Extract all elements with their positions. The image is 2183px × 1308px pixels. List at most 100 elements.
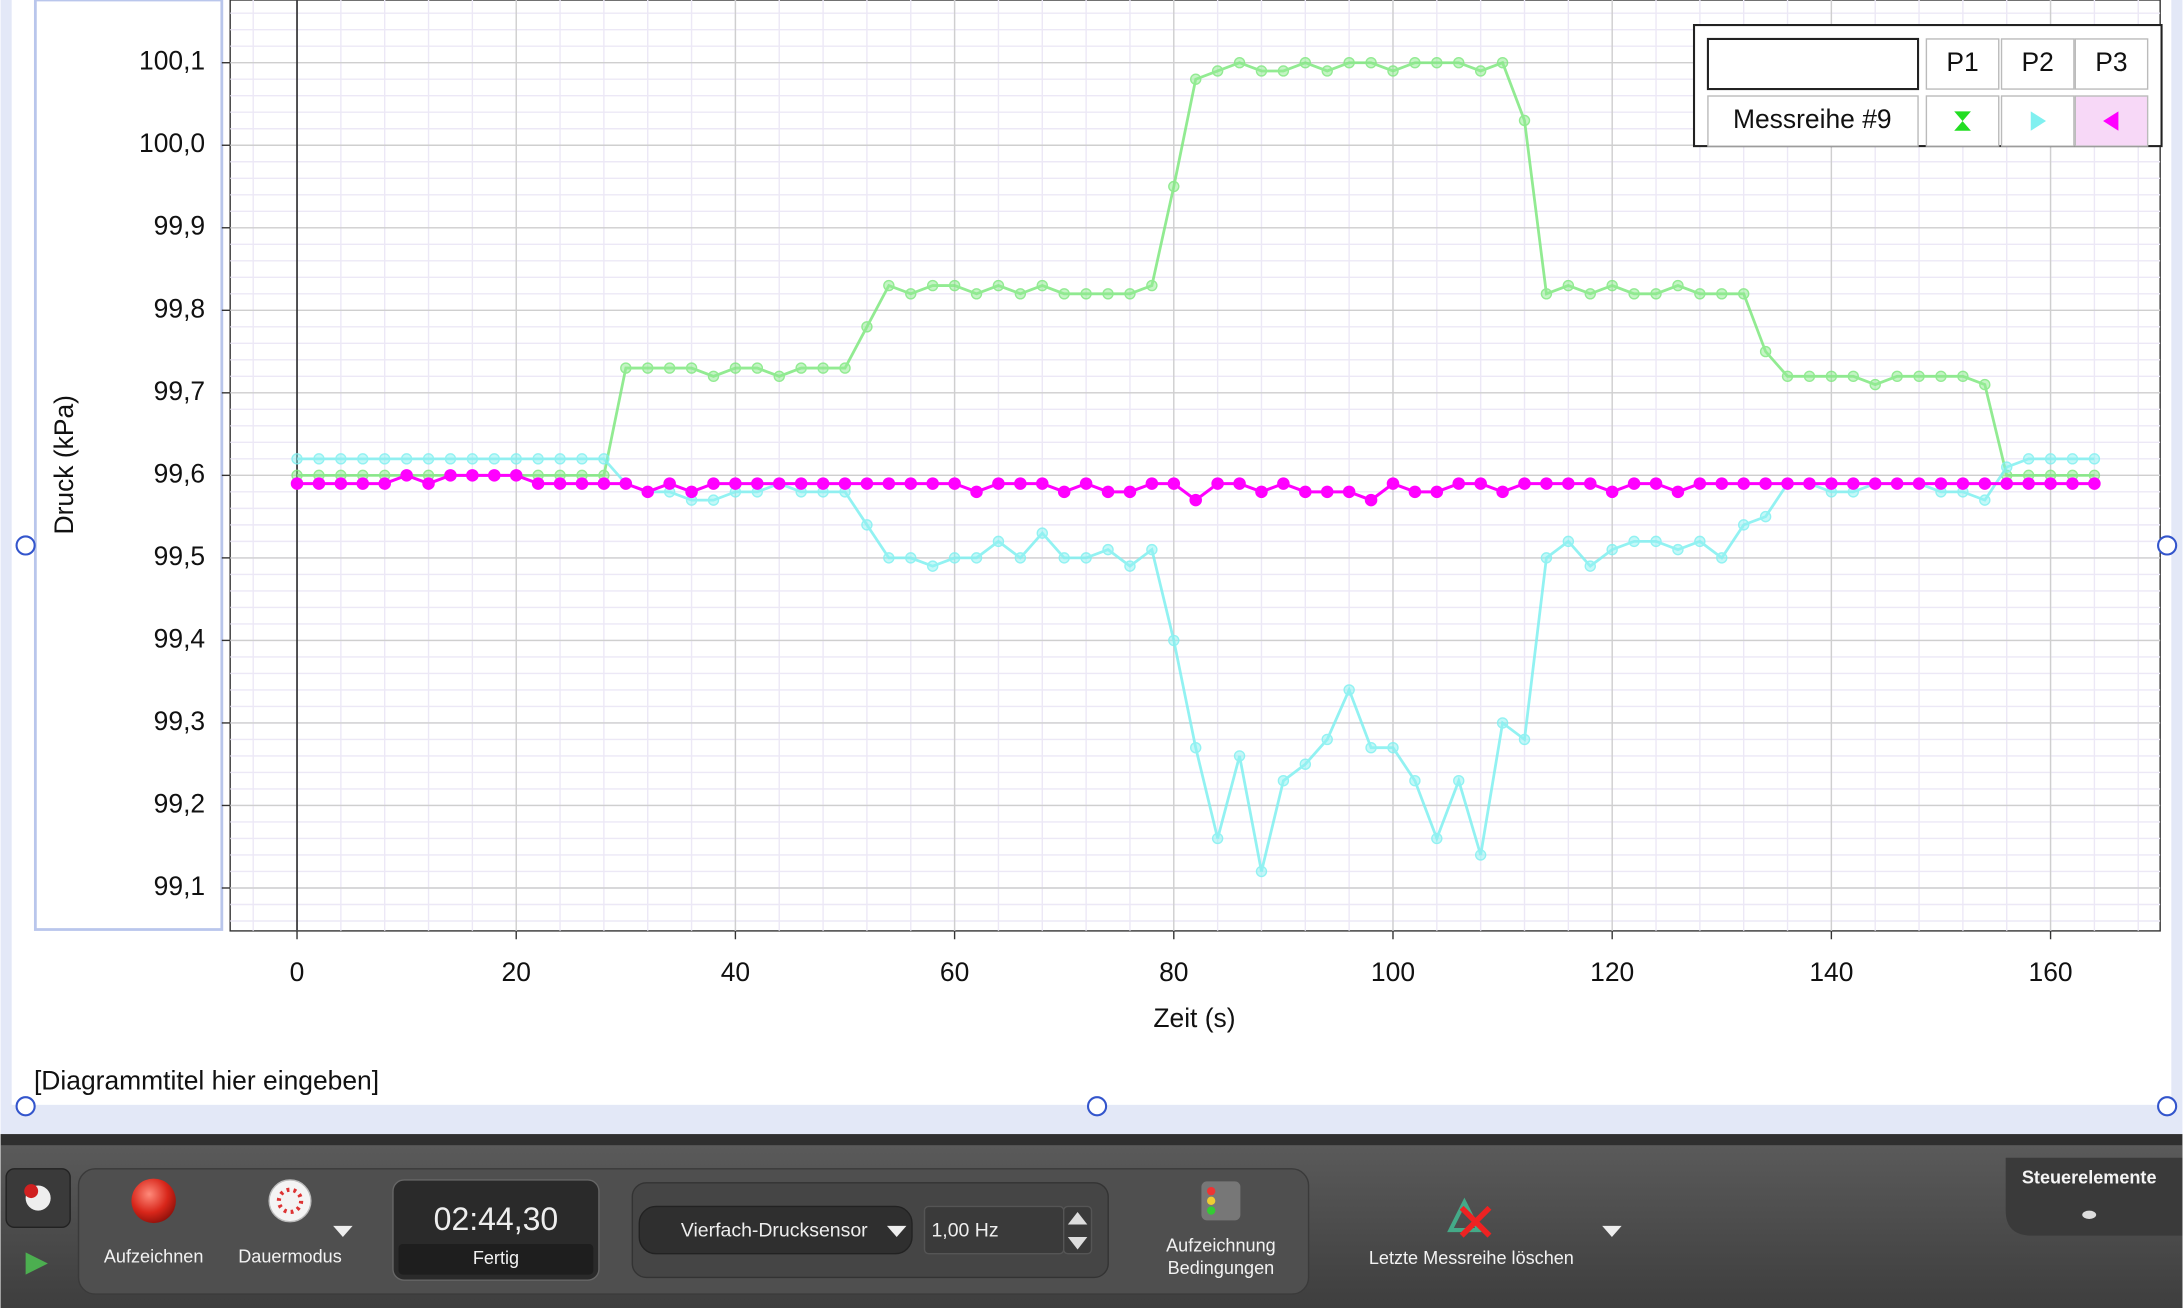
x-tick-label: 120 xyxy=(1590,957,1634,987)
data-point xyxy=(1672,543,1684,556)
handle[interactable] xyxy=(2157,535,2178,556)
data-point xyxy=(772,477,786,490)
data-point xyxy=(1233,57,1246,69)
legend-header-cell xyxy=(2074,38,2149,90)
y-tick-label: 99,2 xyxy=(154,788,205,818)
sensor-select[interactable] xyxy=(638,1205,913,1255)
y-tick-label: 100,1 xyxy=(139,46,205,76)
delete-dropdown[interactable] xyxy=(1602,1225,1622,1238)
handle[interactable] xyxy=(1086,1096,1108,1117)
mode-dropdown[interactable] xyxy=(333,1225,353,1238)
data-point xyxy=(312,477,326,490)
data-point xyxy=(795,362,807,374)
y-axis-label: Druck (kPa) xyxy=(49,395,79,534)
data-point xyxy=(1759,510,1772,523)
x-tick-label: 20 xyxy=(502,957,531,987)
data-point xyxy=(685,362,698,374)
legend-symbol xyxy=(1954,111,1971,131)
data-point xyxy=(1737,288,1750,300)
x-tick-label: 60 xyxy=(940,957,969,987)
delete-cross[interactable] xyxy=(1459,1205,1492,1238)
side-icon-2[interactable] xyxy=(25,1252,48,1275)
data-point xyxy=(1562,279,1575,292)
sensor-dropdown[interactable] xyxy=(886,1225,907,1238)
data-point xyxy=(1387,741,1399,754)
data-point xyxy=(1343,57,1355,69)
data-point xyxy=(1058,552,1070,564)
data-point xyxy=(466,453,479,465)
data-point xyxy=(1759,345,1772,358)
chart-title[interactable]: [Diagrammtitel hier eingeben] xyxy=(34,1066,379,1096)
controls-eye[interactable] xyxy=(2082,1210,2097,1219)
light-green xyxy=(1206,1206,1216,1215)
delete-label[interactable]: Letzte Messreihe löschen xyxy=(1369,1248,1574,1268)
data-point xyxy=(1452,477,1466,490)
mode-icon[interactable] xyxy=(268,1179,312,1223)
plot-area[interactable] xyxy=(229,0,2161,932)
data-point xyxy=(1080,552,1092,564)
data-point xyxy=(883,552,895,564)
data-point xyxy=(729,477,742,490)
data-point xyxy=(1036,279,1048,292)
data-point xyxy=(1781,370,1794,383)
data-point xyxy=(1277,775,1290,787)
rate-stepper[interactable] xyxy=(1062,1205,1093,1255)
controls-tab[interactable] xyxy=(2005,1157,2183,1236)
data-point xyxy=(2088,477,2101,490)
conditions-label-1[interactable]: Aufzeichnung xyxy=(1166,1236,1276,1256)
data-point xyxy=(773,370,785,383)
data-point xyxy=(1277,65,1290,77)
data-point xyxy=(553,477,567,490)
data-point xyxy=(1321,733,1333,746)
data-point xyxy=(729,362,742,374)
data-point xyxy=(794,477,808,490)
data-point xyxy=(1124,288,1136,300)
data-point xyxy=(642,362,654,374)
data-point xyxy=(509,469,523,482)
mode-label[interactable]: Dauermodus xyxy=(238,1247,341,1267)
data-point xyxy=(1364,493,1378,507)
rate-arrows[interactable] xyxy=(1067,1211,1088,1250)
data-point xyxy=(1014,288,1027,300)
conditions-label-2[interactable]: Bedingungen xyxy=(1168,1258,1275,1278)
data-point xyxy=(1956,477,1970,490)
data-point xyxy=(1320,485,1334,499)
data-point xyxy=(1036,477,1049,490)
x-tick-label: 80 xyxy=(1159,957,1188,987)
data-point xyxy=(1102,543,1114,556)
data-point xyxy=(992,477,1005,490)
handle[interactable] xyxy=(15,535,36,556)
data-point xyxy=(1912,477,1926,490)
data-point xyxy=(1386,477,1400,490)
legend-corner-cell xyxy=(1706,37,1920,91)
y-axis-box[interactable] xyxy=(33,0,224,931)
handle[interactable] xyxy=(2157,1096,2178,1117)
data-point xyxy=(1737,477,1750,490)
data-point xyxy=(1124,560,1136,572)
handle[interactable] xyxy=(15,1096,36,1117)
record-label[interactable]: Aufzeichnen xyxy=(104,1247,204,1267)
data-point xyxy=(1979,378,1991,391)
data-point xyxy=(1430,485,1444,499)
sensor-name[interactable]: Vierfach-Drucksensor xyxy=(681,1220,868,1242)
data-point xyxy=(335,453,347,465)
data-point xyxy=(707,370,720,383)
y-tick-label: 100,0 xyxy=(139,128,205,158)
data-point xyxy=(1343,684,1355,696)
data-point xyxy=(1146,279,1158,292)
data-point xyxy=(1168,634,1180,647)
controls-label[interactable]: Steuerelemente xyxy=(2022,1167,2157,1187)
record-icon[interactable] xyxy=(131,1178,176,1224)
data-point xyxy=(532,453,544,465)
data-point xyxy=(1409,775,1421,787)
data-point xyxy=(992,535,1005,548)
data-point xyxy=(1606,543,1618,556)
data-point xyxy=(1584,288,1596,300)
data-point xyxy=(1299,758,1312,770)
rate[interactable]: 1,00 Hz xyxy=(931,1220,998,1242)
data-point xyxy=(1803,370,1816,383)
x-tick-label: 0 xyxy=(290,957,305,987)
data-point xyxy=(1628,535,1640,548)
data-point xyxy=(1299,485,1312,499)
series-layer xyxy=(290,57,2101,878)
